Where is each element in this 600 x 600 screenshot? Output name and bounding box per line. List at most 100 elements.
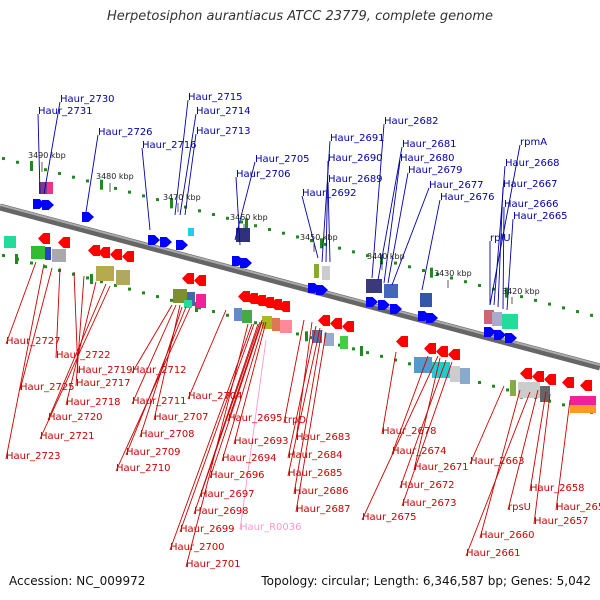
guide-dot xyxy=(310,239,313,243)
leader-line xyxy=(5,263,45,460)
feature-block xyxy=(234,308,242,321)
reverse-gene-label: Haur_2696 xyxy=(210,470,265,481)
reverse-gene-arrow xyxy=(424,343,436,354)
reverse-gene-label: Haur_2699 xyxy=(180,524,235,535)
tick-mark xyxy=(15,254,18,264)
forward-gene-label: Haur_2689 xyxy=(328,174,383,185)
guide-dot xyxy=(492,287,495,291)
leader-line xyxy=(5,261,37,345)
guide-dot xyxy=(212,213,215,217)
reverse-gene-arrow xyxy=(544,374,556,385)
leader-line xyxy=(37,113,41,195)
leader-line xyxy=(141,147,151,231)
feature-block xyxy=(484,310,494,324)
feature-blocks xyxy=(4,182,596,413)
feature-block xyxy=(570,396,596,406)
tick-label: 3430 kbp xyxy=(434,269,472,278)
leader-line xyxy=(287,325,317,459)
guide-dot xyxy=(296,235,299,239)
guide-dot xyxy=(338,246,341,250)
topology-text: Topology: circular; Length: 6,346,587 bp… xyxy=(261,574,591,588)
reverse-gene-label: Haur_2725 xyxy=(20,382,75,393)
reverse-gene-label: Haur_2695 xyxy=(228,413,283,424)
leader-line xyxy=(507,389,539,511)
leader-line xyxy=(283,319,305,424)
reverse-gene-label: Haur_2658 xyxy=(530,483,585,494)
guide-dot xyxy=(492,384,495,388)
leader-line xyxy=(185,323,249,568)
forward-gene-label: Haur_2714 xyxy=(196,106,251,117)
forward-gene-arrow xyxy=(505,333,517,343)
feature-block xyxy=(414,357,432,373)
forward-gene-label: Haur_2668 xyxy=(505,158,560,169)
feature-block xyxy=(45,247,51,260)
leader-line xyxy=(43,101,61,195)
guide-dot xyxy=(100,280,103,284)
feature-block xyxy=(173,289,187,303)
forward-gene-label: Haur_2713 xyxy=(196,126,251,137)
tick-label: 3450 kbp xyxy=(300,233,338,242)
feature-block xyxy=(492,312,502,326)
guide-dot xyxy=(156,198,159,202)
feature-block xyxy=(280,320,292,333)
guide-dot xyxy=(226,216,229,220)
guide-dot xyxy=(254,321,257,325)
rna-gene-label: Haur_R0036 xyxy=(240,522,302,533)
guide-dot xyxy=(44,168,47,172)
reverse-gene-label: Haur_2671 xyxy=(414,462,469,473)
guide-dot xyxy=(240,220,243,224)
guide-dot xyxy=(72,175,75,179)
gene-arrows xyxy=(33,199,592,391)
guide-dot xyxy=(226,313,229,317)
reverse-gene-arrow xyxy=(448,349,460,360)
forward-gene-label: Haur_2731 xyxy=(38,106,93,117)
guide-dot xyxy=(394,261,397,265)
tick-mark xyxy=(320,238,323,249)
reverse-gene-arrow xyxy=(562,377,574,388)
reverse-gene-arrow xyxy=(436,346,448,357)
guide-dot xyxy=(184,205,187,209)
reverse-gene-arrow xyxy=(278,301,290,312)
leader-line xyxy=(301,195,319,259)
leader-line xyxy=(239,339,267,531)
feature-block xyxy=(420,293,432,307)
reverse-gene-label: Haur_2663 xyxy=(470,456,525,467)
guide-dot xyxy=(254,224,257,228)
reverse-gene-label: rpsU xyxy=(508,502,531,513)
leader-line xyxy=(174,99,189,216)
guide-dot xyxy=(366,254,369,258)
reverse-gene-label: Haur_2693 xyxy=(234,436,289,447)
reverse-gene-arrow xyxy=(318,315,330,326)
leader-line xyxy=(39,285,111,440)
feature-block xyxy=(236,228,250,242)
leader-line xyxy=(179,323,255,533)
forward-gene-arrow xyxy=(42,200,54,210)
reverse-gene-label: Haur_2719 xyxy=(78,365,133,376)
feature-block xyxy=(184,300,192,308)
leader-line xyxy=(85,134,99,213)
forward-gene-label: Haur_2706 xyxy=(236,169,291,180)
leader-line xyxy=(131,304,173,374)
leader-line xyxy=(321,140,331,263)
guide-dot xyxy=(352,250,355,254)
guide-dot xyxy=(58,171,61,175)
guide-dot xyxy=(114,283,117,287)
feature-block xyxy=(540,386,550,402)
guide-dot xyxy=(16,160,19,164)
guide-dot xyxy=(324,242,327,246)
feature-block xyxy=(31,246,45,259)
forward-gene-arrow xyxy=(82,212,94,222)
leader-line xyxy=(115,307,191,472)
forward-gene-label: Haur_2681 xyxy=(402,139,457,150)
leader-line xyxy=(179,113,197,216)
guide-dot xyxy=(450,276,453,280)
reverse-gene-label: Haur_2721 xyxy=(40,431,95,442)
feature-block xyxy=(39,182,47,194)
leader-line xyxy=(401,361,453,507)
reverse-gene-arrow xyxy=(194,275,206,286)
leader-line xyxy=(465,391,531,557)
reverse-gene-arrow xyxy=(182,273,194,284)
guide-dot xyxy=(548,302,551,306)
label-leader-lines xyxy=(5,99,571,568)
